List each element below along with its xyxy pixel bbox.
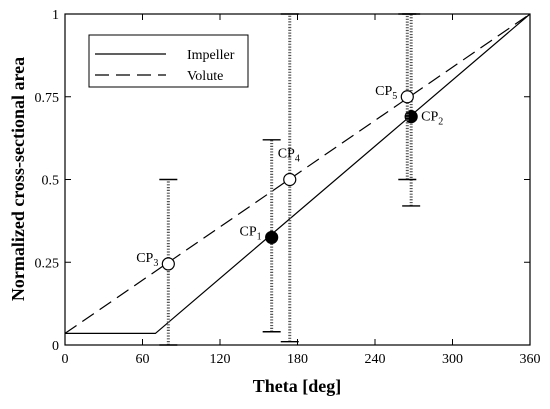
y-axis-title: Normalized cross-sectional area: [8, 57, 28, 301]
x-tick-label: 60: [136, 352, 150, 367]
label-cp3: CP3: [136, 251, 158, 269]
series-layer: [64, 13, 531, 334]
label-cp1: CP1: [240, 224, 262, 242]
y-tick-label: 0: [52, 339, 59, 354]
marker-cp2: [404, 110, 418, 124]
label-cp4: CP4: [278, 147, 300, 165]
legend-box: [88, 34, 249, 88]
x-tick-label: 300: [442, 352, 463, 367]
y-tick-label: 0.5: [42, 174, 60, 189]
y-tick-label: 0.75: [35, 91, 60, 106]
series-line-impeller: [65, 13, 531, 334]
legend-label-impeller: Impeller: [187, 48, 235, 63]
x-tick-label: 360: [520, 352, 541, 367]
label-cp2: CP2: [421, 110, 443, 128]
x-tick-label: 180: [287, 352, 308, 367]
marker-cp3: [161, 257, 175, 271]
axis-ticks: 0 60 120 180 240 300 360 0 0.25 0.5 0.75 1: [35, 8, 541, 367]
x-tick-label: 0: [62, 352, 69, 367]
legend: Impeller Volute: [88, 34, 249, 88]
legend-label-volute: Volute: [187, 69, 223, 84]
x-tick-label: 120: [210, 352, 231, 367]
control-points-layer: CP1 CP2 CP3 CP4 CP5: [136, 13, 443, 346]
y-tick-label: 0.25: [35, 256, 60, 271]
marker-cp4: [283, 172, 297, 187]
y-tick-label: 1: [52, 8, 59, 23]
x-axis-title: Theta [deg]: [253, 376, 342, 396]
label-cp5: CP5: [375, 84, 397, 102]
series-line-volute: [64, 13, 531, 334]
x-tick-label: 240: [365, 352, 386, 367]
marker-cp1: [265, 230, 279, 245]
marker-cp5: [400, 90, 414, 104]
